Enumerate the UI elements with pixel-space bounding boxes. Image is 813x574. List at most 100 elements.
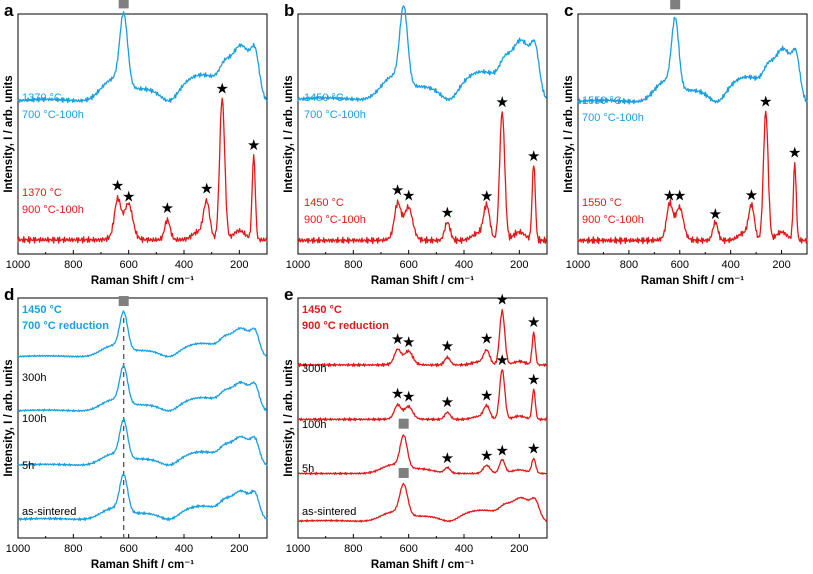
panel-a: a 1000 800 600 400 200 Raman Shift / cm⁻¹ Inten… <box>3 0 268 287</box>
star-peak-marker: ★ <box>673 187 686 204</box>
star-peak-marker: ★ <box>391 386 404 403</box>
panel-title: 700 °C reduction <box>22 320 109 332</box>
star-peak-marker: ★ <box>480 447 493 464</box>
spectrum-line <box>17 11 268 104</box>
series-label: 1550 °C <box>582 197 622 209</box>
star-peak-marker: ★ <box>495 94 508 111</box>
series-label: 900 °C-100h <box>22 204 84 216</box>
x-tick-label: 1000 <box>6 543 30 555</box>
plot-frame <box>297 13 548 255</box>
y-axis-label: Intensity, I / arb. units <box>563 75 575 192</box>
star-peak-marker: ★ <box>480 188 493 205</box>
series-label: 1450 °C <box>304 92 344 104</box>
star-peak-marker: ★ <box>495 292 508 309</box>
x-tick-label: 600 <box>671 259 689 271</box>
x-tick-label: 800 <box>64 259 82 271</box>
spectrum-line <box>297 308 548 368</box>
x-tick-label: 600 <box>399 543 417 555</box>
series-label: 1370 °C <box>22 92 62 104</box>
spectrum-line <box>17 310 268 358</box>
series-label: 300h <box>302 363 326 375</box>
square-peak-marker <box>398 467 409 478</box>
x-axis-label: Raman Shift / cm⁻¹ <box>91 275 194 287</box>
star-peak-marker: ★ <box>215 80 228 97</box>
x-tick-label: 200 <box>772 259 790 271</box>
x-axis-label: Raman Shift / cm⁻¹ <box>641 275 744 287</box>
panel-label: a <box>4 1 14 20</box>
series-label: 5h <box>302 463 314 475</box>
x-tick-label: 800 <box>344 543 362 555</box>
star-peak-marker: ★ <box>441 450 454 467</box>
star-peak-marker: ★ <box>391 182 404 199</box>
x-tick-label: 800 <box>620 259 638 271</box>
panel-b: b 1000 800 600 400 200 Raman Shift / cm⁻¹ Inten… <box>283 1 548 287</box>
star-peak-marker: ★ <box>161 200 174 217</box>
spectrum-line <box>17 97 268 244</box>
series-label: 900 °C-100h <box>582 214 644 226</box>
star-peak-marker: ★ <box>745 187 758 204</box>
square-peak-marker <box>398 418 409 429</box>
star-peak-marker: ★ <box>402 187 415 204</box>
series-label: 700 °C-100h <box>582 112 644 124</box>
spectrum-line <box>297 434 548 476</box>
star-peak-marker: ★ <box>527 314 540 331</box>
x-tick-label: 600 <box>119 259 137 271</box>
x-tick-label: 200 <box>510 259 528 271</box>
star-peak-marker: ★ <box>200 180 213 197</box>
x-tick-label: 400 <box>721 259 739 271</box>
square-peak-marker <box>118 296 129 307</box>
star-peak-marker: ★ <box>111 178 124 195</box>
x-tick-label: 400 <box>175 259 193 271</box>
plot-frame <box>577 13 808 255</box>
plot-frame <box>17 297 268 539</box>
y-axis-label: Intensity, I / arb. units <box>283 75 295 192</box>
panel-d: d 1000 800 600 400 200 Raman Shift / cm⁻¹ Inten… <box>3 285 268 571</box>
star-peak-marker: ★ <box>480 388 493 405</box>
star-peak-marker: ★ <box>527 440 540 457</box>
star-peak-marker: ★ <box>495 352 508 369</box>
spectrum-line <box>297 369 548 422</box>
star-peak-marker: ★ <box>759 93 772 110</box>
star-peak-marker: ★ <box>495 442 508 459</box>
x-tick-label: 200 <box>230 259 248 271</box>
x-tick-label: 400 <box>175 543 193 555</box>
star-peak-marker: ★ <box>527 148 540 165</box>
panel-title: 1450 °C <box>302 304 342 316</box>
square-peak-marker <box>118 0 129 9</box>
x-tick-label: 1000 <box>566 259 590 271</box>
star-peak-marker: ★ <box>441 204 454 221</box>
panel-title: 1450 °C <box>22 304 62 316</box>
spectrum-line <box>17 418 268 467</box>
x-tick-label: 1000 <box>286 543 310 555</box>
x-tick-label: 1000 <box>286 259 310 271</box>
series-label: 5h <box>22 460 34 472</box>
panel-label: c <box>564 1 573 20</box>
star-peak-marker: ★ <box>402 334 415 351</box>
panel-e: e 1000 800 600 400 200 Raman Shift / cm⁻¹ Inten… <box>283 285 548 571</box>
panel-c: c 1000 800 600 400 200 Raman Shift / cm⁻¹ Inten… <box>563 0 808 287</box>
panel-label: b <box>284 1 294 20</box>
series-label: 1550 °C <box>582 95 622 107</box>
star-peak-marker: ★ <box>122 189 135 206</box>
x-tick-label: 800 <box>64 543 82 555</box>
series-label: 1450 °C <box>304 197 344 209</box>
star-peak-marker: ★ <box>441 394 454 411</box>
x-tick-label: 600 <box>119 543 137 555</box>
spectrum-line <box>297 111 548 245</box>
x-axis-label: Raman Shift / cm⁻¹ <box>371 275 474 287</box>
series-label: 1370 °C <box>22 187 62 199</box>
series-label: as-sintered <box>22 506 76 518</box>
x-tick-label: 400 <box>455 543 473 555</box>
star-peak-marker: ★ <box>391 331 404 348</box>
spectrum-line <box>17 364 268 413</box>
x-tick-label: 600 <box>399 259 417 271</box>
square-peak-marker <box>670 0 681 10</box>
plot-frame <box>297 297 548 539</box>
series-label: 700 °C-100h <box>304 109 366 121</box>
y-axis-label: Intensity, I / arb. units <box>3 359 15 476</box>
x-tick-label: 800 <box>344 259 362 271</box>
panel-title: 900 °C reduction <box>302 320 389 332</box>
series-label: 300h <box>22 372 46 384</box>
x-tick-label: 1000 <box>6 259 30 271</box>
